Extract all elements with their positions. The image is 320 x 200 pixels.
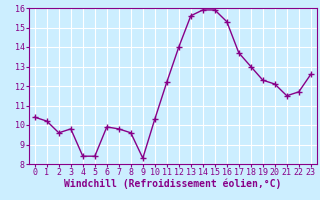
X-axis label: Windchill (Refroidissement éolien,°C): Windchill (Refroidissement éolien,°C) (64, 179, 282, 189)
